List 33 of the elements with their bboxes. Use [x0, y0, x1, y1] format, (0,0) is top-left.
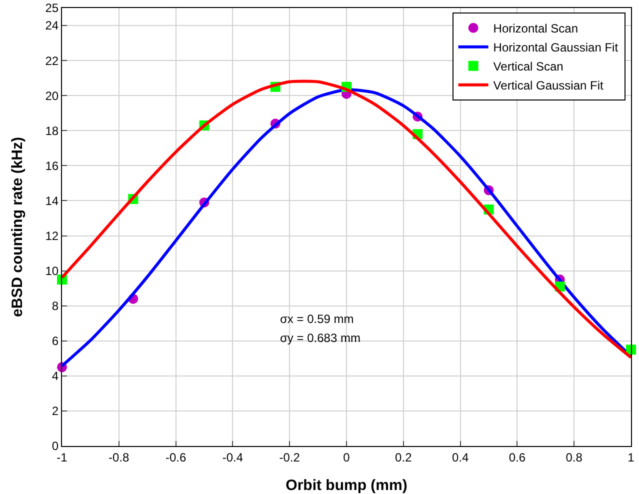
- y-tick-label: 6: [52, 334, 59, 348]
- x-tick-label: 0: [343, 450, 350, 464]
- y-tick-label: 18: [45, 124, 59, 138]
- y-tick-label: 20: [45, 88, 59, 103]
- y-tick-label: 22: [45, 54, 59, 68]
- x-tick-label: 0.8: [566, 450, 583, 464]
- y-tick-label: 16: [45, 158, 59, 173]
- x-axis-title: Orbit bump (mm): [286, 477, 408, 494]
- x-tick-label: -0.2: [279, 450, 300, 464]
- x-tick-label: -0.8: [108, 450, 130, 464]
- x-tick-label: -0.6: [165, 450, 186, 464]
- y-tick-label: 4: [52, 369, 59, 384]
- y-tick-label: 8: [52, 299, 59, 314]
- x-tick-label: 0.2: [395, 450, 412, 464]
- y-tick-label: 0: [52, 439, 59, 454]
- legend-label: Horizontal Scan: [493, 22, 578, 36]
- y-axis-title: eBSD counting rate (kHz): [9, 136, 26, 318]
- y-tick-label: 10: [45, 264, 59, 278]
- legend-label: Vertical Scan: [493, 60, 564, 74]
- y-tick-label: 12: [45, 228, 59, 243]
- x-tick-label: -0.4: [222, 450, 244, 464]
- x-tick-label: 0.4: [452, 450, 469, 464]
- x-tick-label: 1: [628, 450, 635, 464]
- x-tick-label: 0.6: [508, 450, 526, 464]
- legend-label: Horizontal Gaussian Fit: [493, 40, 619, 55]
- y-tick-label: 14: [45, 194, 59, 208]
- annotation: σx = 0.59 mm: [280, 312, 354, 326]
- y-tick-label: 2: [52, 404, 59, 418]
- legend-label: Vertical Gaussian Fit: [493, 78, 604, 93]
- annotation: σy = 0.683 mm: [280, 331, 360, 345]
- y-tick-label: 25: [45, 1, 59, 16]
- x-tick-label: -1: [56, 450, 68, 464]
- y-tick-label: 24: [45, 18, 59, 33]
